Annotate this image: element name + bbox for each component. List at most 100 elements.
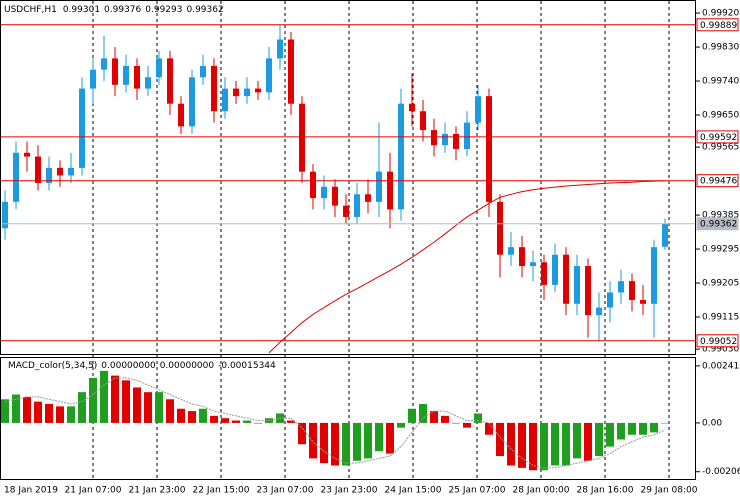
candle-body (497, 201, 503, 255)
candle-body (321, 186, 327, 199)
macd-bar (485, 422, 493, 435)
y-tick-label: 0.99030 (702, 345, 739, 355)
macd-bar (364, 422, 372, 459)
macd-title: MACD_color(5,34,5) (8, 361, 97, 371)
macd-bar (595, 422, 603, 457)
candle-body (629, 281, 635, 301)
macd-bar (562, 422, 570, 466)
candle-body (431, 130, 437, 146)
candle-body (618, 281, 624, 293)
macd-bar (573, 422, 581, 459)
candle-body (563, 254, 569, 304)
candle-body (101, 58, 107, 70)
candle-body (486, 96, 492, 202)
candle-body (574, 266, 580, 304)
moving-average (268, 180, 666, 354)
last-close: 0.99362 (186, 5, 223, 15)
candle-body (464, 122, 470, 149)
candle-body (112, 58, 118, 85)
macd-bar (243, 420, 251, 423)
macd-bar (298, 422, 306, 445)
candle-body (640, 300, 646, 304)
macd-bar (210, 415, 218, 423)
x-tick-label: 28 Jan 00:00 (513, 486, 570, 496)
macd-bar (111, 375, 119, 423)
candle-body (541, 262, 547, 285)
macd-bar (331, 422, 339, 466)
level-box (696, 130, 739, 144)
y-tick-label: 0.99920 (702, 9, 739, 19)
candle-body (530, 262, 536, 267)
macd-bar (518, 422, 526, 468)
macd-plot (1, 370, 669, 471)
candle-body (134, 65, 140, 89)
x-tick-label: 21 Jan 23:00 (129, 486, 186, 496)
candle-body (167, 58, 173, 104)
macd-value: -0.00015344 (218, 361, 276, 371)
candle-body (651, 247, 657, 304)
candle-body (475, 96, 481, 123)
macd-value: 0.00000000 (160, 361, 215, 371)
candle-body (46, 167, 52, 183)
macd-bar (133, 387, 141, 423)
y-tick-label: 0.00 (702, 418, 722, 428)
candle-body (189, 77, 195, 127)
macd-bar (375, 422, 383, 452)
candle-body (68, 167, 74, 176)
x-tick-label: 22 Jan 15:00 (193, 486, 250, 496)
x-tick-label: 18 Jan 2019 (4, 486, 58, 496)
macd-bar (342, 422, 350, 466)
macd-bar (320, 422, 328, 464)
level-label: 0.99052 (700, 337, 737, 347)
macd-bar (122, 380, 130, 423)
candle-body (299, 103, 305, 172)
macd-bar (617, 422, 625, 440)
candle-body (222, 88, 228, 112)
symbol-header: USDCHF,H1 0.99301 0.99376 0.99293 0.99362 (4, 5, 224, 15)
macd-bar (12, 394, 20, 423)
macd-bar (419, 404, 427, 423)
macd-bar (551, 422, 559, 466)
candle-body (398, 103, 404, 210)
signal-line (4, 377, 666, 469)
candle-body (409, 103, 415, 112)
candle-body (442, 133, 448, 146)
candle-body (233, 88, 239, 97)
macd-bar (287, 420, 295, 423)
macd-bar (606, 422, 614, 447)
macd-bar (56, 406, 64, 423)
y-tick-label: 0.99740 (702, 77, 739, 87)
macd-bar (254, 422, 262, 424)
y-tick-label: -0.002063 (702, 467, 740, 477)
candle-body (79, 88, 85, 168)
macd-bar (397, 422, 405, 428)
y-tick-label: 0.99205 (702, 279, 739, 289)
macd-value: 0.00000000 (101, 361, 156, 371)
candle-body (387, 171, 393, 210)
price-plot (1, 24, 695, 354)
macd-bar (177, 408, 185, 423)
main-panel (0, 0, 696, 355)
macd-bar (628, 422, 636, 435)
candle-body (57, 167, 63, 176)
candle-body (596, 307, 602, 316)
macd-bar (1, 399, 9, 423)
macd-bar (661, 422, 669, 424)
macd-bar (309, 422, 317, 459)
candle-body (35, 156, 41, 183)
candle-body (156, 58, 162, 78)
candle-body (552, 254, 558, 285)
last-low: 0.99293 (145, 5, 182, 15)
candle-body (24, 152, 30, 157)
candle-body (354, 194, 360, 217)
macd-bar (463, 422, 471, 428)
y-tick-label: 0.99385 (702, 211, 739, 221)
candle-body (277, 39, 283, 59)
candle-body (420, 111, 426, 131)
macd-bar (34, 401, 42, 423)
y-tick-label: 0.0024124 (702, 361, 740, 371)
macd-bar (89, 377, 97, 423)
level-label: 0.99889 (700, 21, 737, 31)
candle-body (365, 194, 371, 202)
